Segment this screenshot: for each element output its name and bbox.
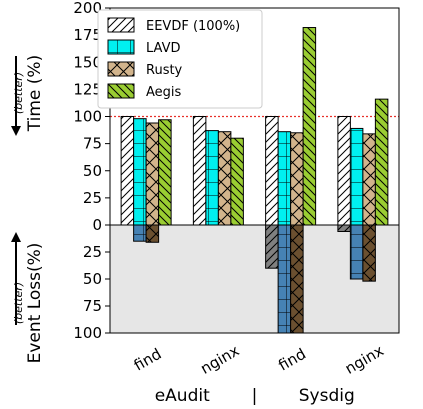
- top-y-note: (better): [12, 72, 25, 114]
- time-bar-hatch: [230, 138, 244, 225]
- time-bar-hatch: [337, 116, 351, 225]
- top-y-note-text: (better): [12, 72, 25, 114]
- top-y-tick-label: 125: [73, 80, 102, 98]
- group-separator: |: [252, 386, 258, 406]
- bottom-y-note-text: (better): [12, 282, 25, 324]
- bottom-y-axis: 25 50 75 100: [73, 243, 110, 342]
- bottom-y-tick-label: 75: [83, 297, 102, 315]
- bottom-y-tick-label: 50: [83, 270, 102, 288]
- top-y-tick-label: 50: [83, 162, 102, 180]
- bottom-y-tick-label: 100: [73, 324, 102, 342]
- time-bar-hatch: [362, 133, 376, 225]
- loss-bar-hatch: [337, 225, 351, 232]
- legend-label: Rusty: [146, 63, 183, 78]
- time-bar-hatch: [218, 131, 231, 225]
- top-y-tick-label: 0: [92, 216, 102, 234]
- time-bar-hatch: [205, 130, 219, 225]
- plot-frame: [109, 7, 400, 334]
- time-bar-hatch: [303, 27, 316, 226]
- time-bar-hatch: [146, 123, 159, 225]
- top-y-tick-label: 200: [73, 0, 102, 17]
- bottom-y-label-text: Event Loss(%): [25, 243, 45, 364]
- top-y-axis: 0 25 50 75 100 125 150 175 200: [73, 0, 110, 234]
- top-y-tick-label: 25: [83, 189, 102, 207]
- time-bar-hatch: [121, 116, 134, 225]
- time-bar-hatch: [133, 118, 147, 225]
- bottom-arrow-icon: [11, 232, 21, 325]
- legend-swatch-hatch: [108, 18, 134, 32]
- legend-swatch-hatch: [108, 84, 134, 98]
- legend-swatch-hatch: [108, 62, 134, 76]
- legend-label: EEVDF (100%): [146, 19, 240, 34]
- top-y-tick-label: 75: [83, 135, 102, 153]
- time-bar-hatch: [375, 99, 388, 225]
- legend-label: LAVD: [146, 41, 181, 56]
- loss-bar-hatch: [133, 225, 147, 242]
- legend: EEVDF (100%) LAVD Rusty Aegis: [97, 9, 263, 109]
- group-labels: eAudit Sysdig |: [155, 386, 355, 406]
- legend-label: Aegis: [146, 85, 182, 100]
- top-y-tick-label: 150: [73, 53, 102, 71]
- bottom-y-note: (better): [12, 282, 25, 324]
- top-y-label: Time (%): [25, 55, 45, 132]
- x-category-label: find: [275, 345, 309, 375]
- time-bar-hatch: [193, 116, 206, 225]
- time-bar-hatch: [265, 116, 279, 225]
- bottom-y-tick-label: 25: [83, 243, 102, 261]
- bottom-y-label: Event Loss(%): [25, 243, 45, 364]
- bars: [120, 27, 389, 334]
- x-category-label: nginx: [342, 341, 387, 377]
- top-y-tick-label: 100: [73, 108, 102, 126]
- legend-frame: [97, 9, 263, 109]
- loss-bar-hatch: [290, 225, 304, 333]
- top-y-tick-label: 175: [73, 26, 102, 44]
- time-bar-hatch: [278, 131, 291, 225]
- group-label: Sysdig: [299, 386, 355, 406]
- loss-bar-hatch: [278, 225, 291, 333]
- legend-swatch-hatch: [108, 40, 134, 54]
- x-category-label: find: [131, 345, 165, 375]
- x-category-label: nginx: [197, 341, 242, 377]
- x-axis-labels: find nginx find nginx: [131, 341, 387, 377]
- loss-bar-hatch: [146, 225, 159, 243]
- loss-bar-hatch: [350, 225, 363, 279]
- loss-bar-hatch: [362, 225, 376, 282]
- loss-bar-hatch: [265, 225, 279, 269]
- top-arrow-icon: [11, 56, 21, 136]
- top-y-label-text: Time (%): [25, 55, 45, 132]
- group-label: eAudit: [155, 386, 210, 406]
- time-bar-hatch: [290, 132, 304, 225]
- time-bar-hatch: [350, 128, 363, 225]
- time-bar-hatch: [158, 119, 172, 225]
